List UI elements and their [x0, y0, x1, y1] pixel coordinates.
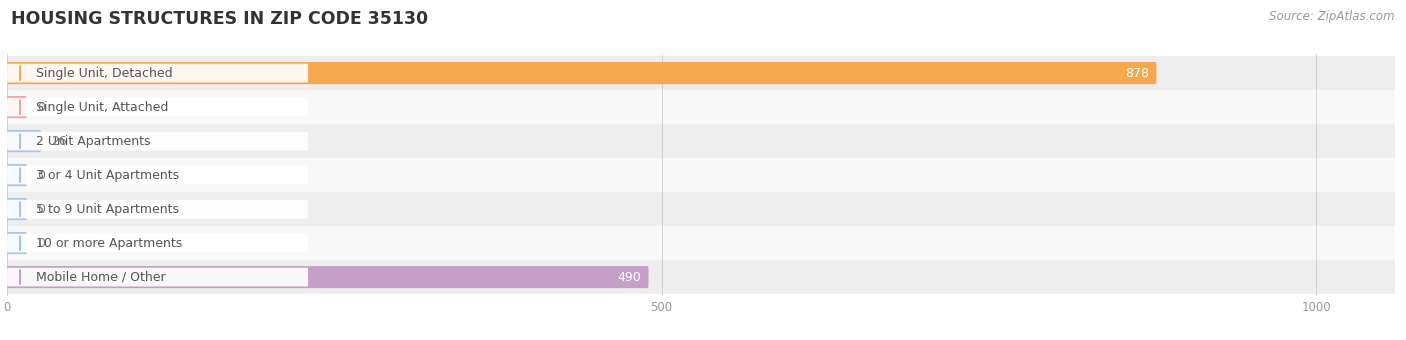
Bar — [7, 260, 1395, 294]
Text: Single Unit, Detached: Single Unit, Detached — [35, 67, 173, 80]
Text: 5 to 9 Unit Apartments: 5 to 9 Unit Apartments — [35, 203, 179, 216]
FancyBboxPatch shape — [7, 234, 308, 252]
Text: 878: 878 — [1125, 67, 1149, 80]
FancyBboxPatch shape — [7, 62, 1157, 84]
Text: Mobile Home / Other: Mobile Home / Other — [35, 271, 166, 284]
Bar — [7, 158, 1395, 192]
Text: 0: 0 — [37, 101, 45, 114]
Text: 26: 26 — [52, 135, 67, 148]
Text: 3 or 4 Unit Apartments: 3 or 4 Unit Apartments — [35, 169, 179, 182]
Bar — [7, 56, 1395, 90]
Text: 0: 0 — [37, 203, 45, 216]
FancyBboxPatch shape — [7, 200, 308, 218]
Text: Single Unit, Attached: Single Unit, Attached — [35, 101, 169, 114]
FancyBboxPatch shape — [7, 132, 308, 150]
Bar — [7, 124, 1395, 158]
Bar — [7, 226, 1395, 260]
Text: HOUSING STRUCTURES IN ZIP CODE 35130: HOUSING STRUCTURES IN ZIP CODE 35130 — [11, 10, 429, 28]
FancyBboxPatch shape — [7, 130, 41, 152]
Bar — [7, 90, 1395, 124]
FancyBboxPatch shape — [7, 164, 27, 186]
FancyBboxPatch shape — [7, 232, 27, 254]
FancyBboxPatch shape — [7, 166, 308, 184]
FancyBboxPatch shape — [7, 198, 27, 220]
FancyBboxPatch shape — [7, 268, 308, 286]
Text: 0: 0 — [37, 169, 45, 182]
FancyBboxPatch shape — [7, 96, 27, 118]
Text: 10 or more Apartments: 10 or more Apartments — [35, 237, 183, 250]
FancyBboxPatch shape — [7, 64, 308, 83]
Text: 2 Unit Apartments: 2 Unit Apartments — [35, 135, 150, 148]
FancyBboxPatch shape — [7, 98, 308, 116]
FancyBboxPatch shape — [7, 266, 648, 288]
Text: 0: 0 — [37, 237, 45, 250]
Bar — [7, 192, 1395, 226]
Text: Source: ZipAtlas.com: Source: ZipAtlas.com — [1270, 10, 1395, 23]
Text: 490: 490 — [617, 271, 641, 284]
